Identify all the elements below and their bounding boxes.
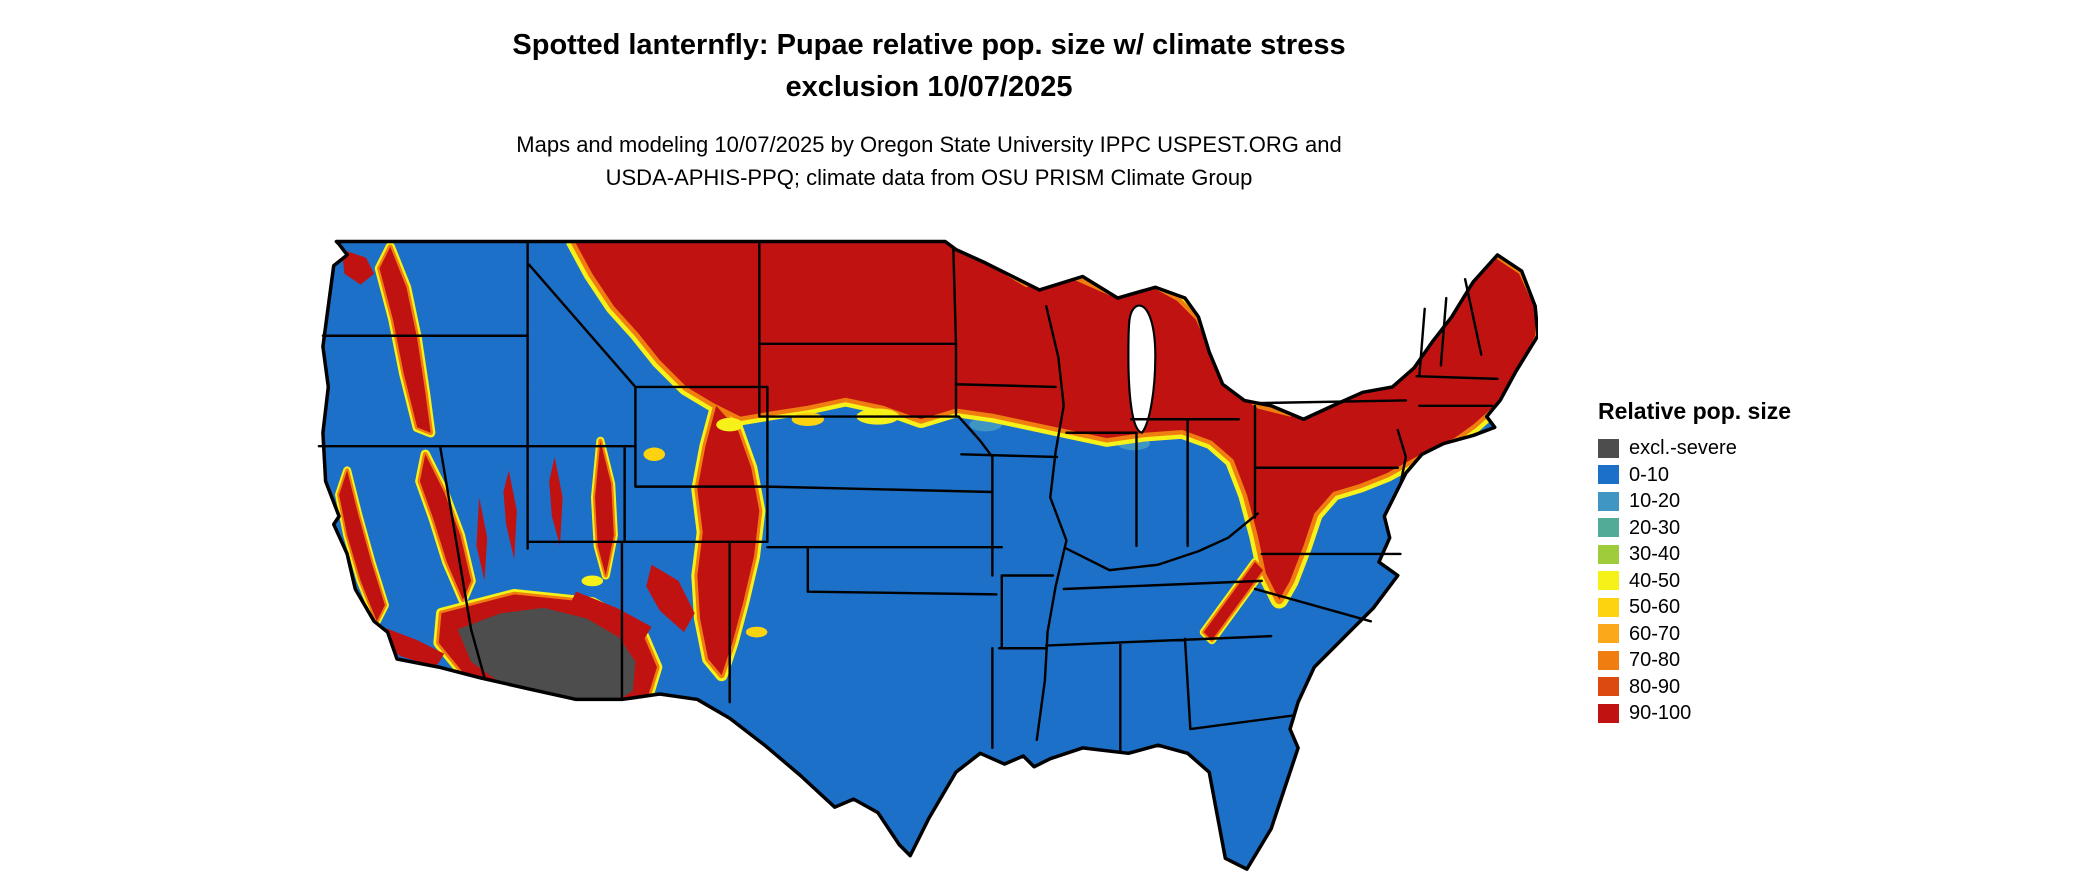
legend-item: 50-60 <box>1598 594 1791 621</box>
legend-swatch <box>1598 465 1619 485</box>
legend-swatch <box>1598 544 1619 564</box>
legend-item: 20-30 <box>1598 515 1791 542</box>
legend-item: 40-50 <box>1598 568 1791 595</box>
subtitle-line-2: USDA-APHIS-PPQ; climate data from OSU PR… <box>605 165 1253 191</box>
legend-title: Relative pop. size <box>1598 398 1792 424</box>
legend-swatch <box>1598 650 1619 670</box>
legend-label: 90-100 <box>1629 702 1692 725</box>
page-title: Spotted lanternfly: Pupae relative pop. … <box>316 24 1542 108</box>
legend-label: 30-40 <box>1629 543 1681 566</box>
legend-label: 80-90 <box>1629 675 1681 698</box>
legend-item: 60-70 <box>1598 621 1791 648</box>
us-map <box>312 228 1538 888</box>
legend-swatch <box>1598 677 1619 697</box>
legend-label: 60-70 <box>1629 622 1681 645</box>
legend-swatch <box>1598 624 1619 644</box>
figure-header: Spotted lanternfly: Pupae relative pop. … <box>316 24 1542 194</box>
legend-swatch <box>1598 518 1619 538</box>
legend-swatch <box>1598 491 1619 511</box>
legend-label: 50-60 <box>1629 596 1681 619</box>
legend-swatch <box>1598 438 1619 458</box>
legend-label: excl.-severe <box>1629 437 1737 460</box>
legend-item: 70-80 <box>1598 647 1791 674</box>
legend-swatch <box>1598 597 1619 617</box>
figure-subtitle: Maps and modeling 10/07/2025 by Oregon S… <box>316 128 1542 194</box>
title-line-1: Spotted lanternfly: Pupae relative pop. … <box>512 29 1346 61</box>
legend-label: 20-30 <box>1629 516 1681 539</box>
legend-label: 40-50 <box>1629 569 1681 592</box>
legend-item: 90-100 <box>1598 700 1791 727</box>
legend-label: 70-80 <box>1629 649 1681 672</box>
legend-label: 10-20 <box>1629 490 1681 513</box>
legend-item: 30-40 <box>1598 541 1791 568</box>
title-line-2: exclusion 10/07/2025 <box>785 71 1073 104</box>
legend-item: excl.-severe <box>1598 435 1791 462</box>
legend-item: 0-10 <box>1598 462 1791 489</box>
lake-michigan <box>1127 304 1157 434</box>
legend-item: 80-90 <box>1598 674 1791 701</box>
state-borders <box>317 240 1499 752</box>
excluded-region <box>457 607 636 703</box>
legend-item: 10-20 <box>1598 488 1791 515</box>
legend-swatch <box>1598 571 1619 591</box>
map-legend: Relative pop. size excl.-severe 0-10 10-… <box>1598 398 1791 727</box>
legend-swatch <box>1598 703 1619 723</box>
legend-label: 0-10 <box>1629 463 1670 486</box>
subtitle-line-1: Maps and modeling 10/07/2025 by Oregon S… <box>516 132 1342 158</box>
us-map-svg <box>317 239 1538 871</box>
